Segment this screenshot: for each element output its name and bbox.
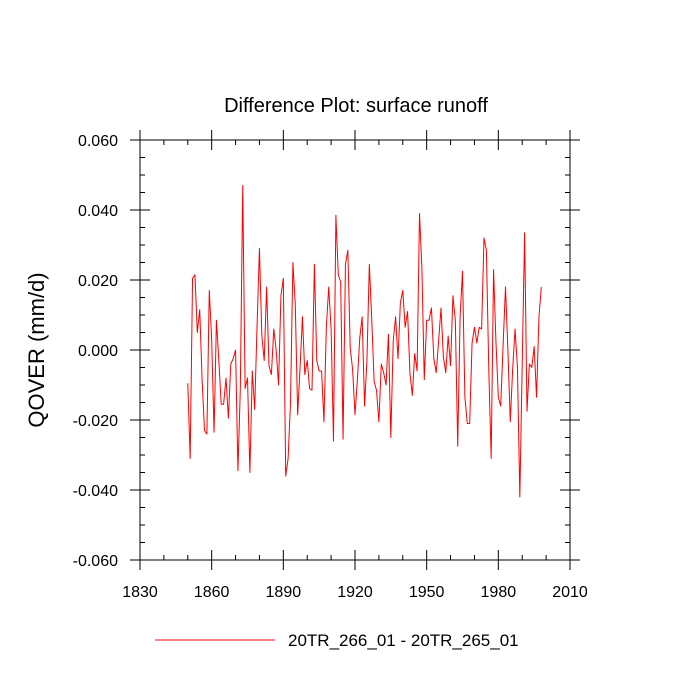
y-axis-label: QOVER (mm/d) (24, 272, 49, 427)
y-axis-minor-ticks (140, 157, 570, 543)
legend-label: 20TR_266_01 - 20TR_265_01 (288, 631, 519, 650)
x-tick-label: 1860 (194, 584, 230, 601)
x-tick-label: 1830 (122, 584, 158, 601)
x-tick-label: 1950 (409, 584, 445, 601)
x-tick-label: 2010 (552, 584, 588, 601)
series-line-0 (187, 185, 542, 498)
x-axis-minor-ticks (163, 140, 547, 560)
y-tick-label: 0.020 (78, 273, 118, 290)
x-tick-label: 1920 (337, 584, 373, 601)
y-tick-label: 0.000 (78, 343, 118, 360)
y-tick-label: -0.040 (73, 483, 118, 500)
series-group (187, 185, 542, 498)
y-tick-label: -0.020 (73, 413, 118, 430)
x-axis-ticks: 1830 1860 1890 1920 1950 1980 2010 (122, 130, 588, 601)
legend: 20TR_266_01 - 20TR_265_01 (155, 631, 519, 650)
y-tick-label: 0.060 (78, 133, 118, 150)
chart-title: Difference Plot: surface runoff (224, 95, 488, 117)
x-tick-label: 1890 (266, 584, 302, 601)
y-tick-label: -0.060 (73, 553, 118, 570)
x-tick-label: 1980 (481, 584, 517, 601)
plot-frame (139, 139, 571, 561)
y-tick-label: 0.040 (78, 203, 118, 220)
y-axis-ticks: -0.060 -0.040 -0.020 0.000 0.020 0.040 0.060 (73, 133, 580, 570)
